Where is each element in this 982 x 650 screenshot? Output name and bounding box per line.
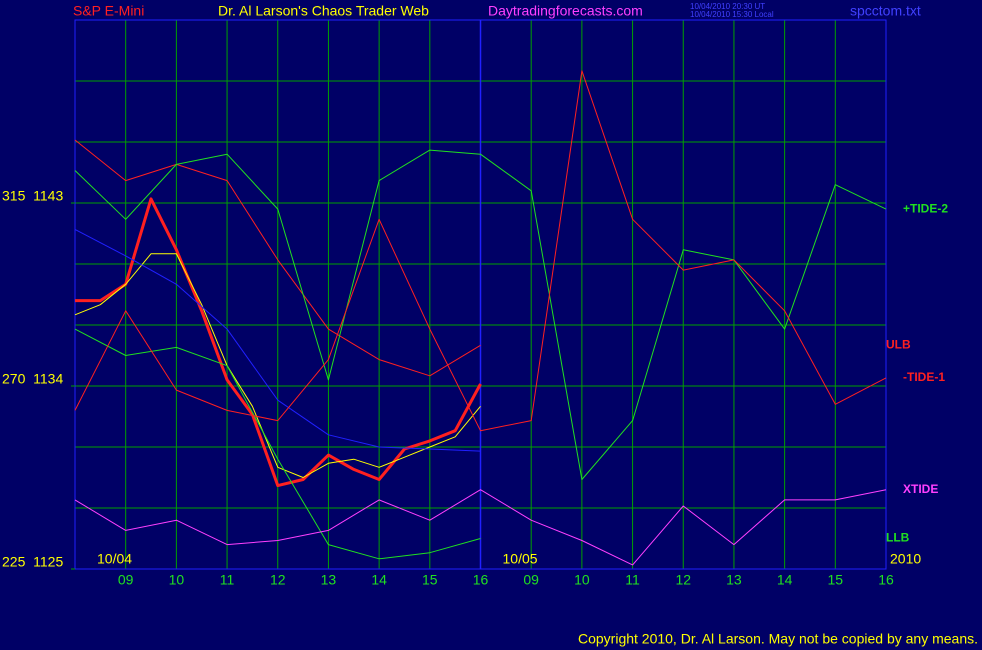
series-label: LLB	[886, 531, 910, 545]
x-tick-label: 14	[777, 572, 793, 588]
series-label: -TIDE-1	[903, 370, 945, 384]
y-tick-label: 270 1134	[2, 371, 63, 387]
symbol: S&P E-Mini	[73, 3, 144, 19]
x-tick-label: 09	[118, 572, 134, 588]
date-label: 10/05	[503, 551, 538, 567]
copyright: Copyright 2010, Dr. Al Larson. May not b…	[578, 631, 978, 647]
x-tick-label: 13	[321, 572, 337, 588]
file-name: spcctom.txt	[850, 3, 921, 19]
series-line	[74, 70, 887, 432]
series-line	[75, 197, 482, 488]
timestamp: 10/04/2010 20:30 UT	[690, 2, 765, 11]
y-tick-label: 315 1143	[2, 188, 63, 204]
timestamp: 10/04/2010 15:30 Local	[690, 10, 774, 19]
date-label: 10/04	[97, 551, 132, 567]
x-tick-label: 11	[220, 572, 235, 588]
series-label: XTIDE	[903, 482, 938, 496]
x-tick-label: 10	[169, 572, 185, 588]
x-tick-label: 13	[726, 572, 742, 588]
y-tick-label: 225 1125	[2, 554, 63, 570]
series-line	[74, 253, 481, 478]
series-line	[74, 489, 887, 566]
x-tick-label: 10	[574, 572, 590, 588]
series-line	[74, 228, 481, 452]
series-line	[74, 139, 481, 377]
date-label: 2010	[890, 551, 921, 567]
series-line	[74, 149, 887, 480]
x-tick-label: 12	[675, 572, 691, 588]
series-label: +TIDE-2	[903, 201, 948, 215]
series-label: ULB	[886, 338, 911, 352]
x-tick-label: 11	[625, 572, 640, 588]
x-tick-label: 15	[422, 572, 438, 588]
x-tick-label: 16	[473, 572, 489, 588]
x-tick-label: 14	[371, 572, 387, 588]
site: Daytradingforecasts.com	[488, 3, 643, 19]
x-tick-label: 12	[270, 572, 286, 588]
series-line	[74, 328, 481, 560]
chart-title: Dr. Al Larson's Chaos Trader Web	[218, 3, 429, 19]
x-tick-label: 15	[828, 572, 844, 588]
x-tick-label: 09	[523, 572, 539, 588]
x-tick-label: 16	[878, 572, 894, 588]
